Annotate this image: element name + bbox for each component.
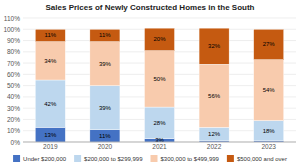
data-label: 39%: [99, 61, 112, 67]
legend-item: Under $200,000: [13, 155, 67, 162]
bar-segment: [90, 29, 120, 41]
legend-swatch: [13, 155, 20, 162]
data-label: 11%: [99, 133, 111, 139]
bar-segment: [144, 51, 174, 107]
legend-label: $500,000 and over: [237, 156, 287, 162]
y-tick-label: 30%: [7, 105, 20, 112]
y-axis: 0% 10% 20% 30% 40% 50% 60% 70% 80% 90% 100% 110%: [3, 15, 20, 146]
data-label: 20%: [153, 36, 166, 42]
bar-segment: [199, 28, 229, 64]
legend-label: Under $200,000: [23, 156, 67, 162]
y-tick-label: 110%: [4, 15, 20, 22]
x-tick-label: 2020: [98, 143, 113, 150]
bar-segment: [35, 127, 65, 142]
chart: Sales Prices of Newly Constructed Homes …: [0, 0, 300, 164]
y-tick-label: 90%: [7, 37, 20, 44]
data-label: 12%: [208, 131, 221, 137]
bar-segment: [35, 80, 65, 127]
legend-swatch: [74, 155, 81, 162]
bar-segment: [35, 42, 65, 80]
x-tick-label: 2022: [207, 143, 222, 150]
data-label: 27%: [263, 41, 276, 47]
bar-segment: [144, 107, 174, 139]
y-tick-label: 10%: [7, 127, 20, 134]
title: Sales Prices of Newly Constructed Homes …: [46, 3, 255, 12]
bar-segment: [254, 60, 284, 121]
grid-line: [23, 18, 296, 19]
data-label: 39%: [99, 105, 112, 111]
data-label: 18%: [263, 128, 276, 134]
y-tick-label: 60%: [7, 71, 20, 78]
y-tick-label: 50%: [7, 82, 20, 89]
data-label: 54%: [263, 87, 276, 93]
data-label: 56%: [208, 93, 221, 99]
data-label: 28%: [153, 120, 166, 126]
data-label: 42%: [44, 101, 57, 107]
data-label: 11%: [99, 32, 111, 38]
data-label: 11%: [45, 32, 57, 38]
x-axis: 2019 2020 2021 2022 2023: [43, 143, 276, 150]
data-label: 50%: [153, 76, 166, 82]
legend-item: $500,000 and over: [227, 155, 287, 162]
y-tick-label: 0%: [11, 139, 21, 146]
x-tick-label: 2021: [152, 143, 167, 150]
legend-swatch: [227, 155, 234, 162]
x-tick-label: 2019: [43, 143, 58, 150]
legend-label: $300,000 to $499,999: [161, 156, 220, 162]
bars: [35, 28, 283, 142]
bar-segment: [199, 64, 229, 127]
data-labels: 13%11%3%42%39%28%12%18%34%39%50%56%54%11…: [44, 32, 275, 143]
data-label: 34%: [44, 58, 57, 64]
y-tick-label: 40%: [7, 93, 20, 100]
y-tick-label: 100%: [3, 26, 20, 33]
legend-label: $200,000 to $299,999: [84, 156, 143, 162]
data-label: 13%: [44, 132, 57, 138]
bar-segment: [144, 28, 174, 51]
bar-segment: [90, 86, 120, 130]
y-tick-label: 80%: [7, 48, 20, 55]
bar-segment: [254, 121, 284, 141]
data-label: 32%: [208, 43, 221, 49]
bar-segment: [90, 130, 120, 142]
legend-swatch: [151, 155, 158, 162]
bar-segment: [90, 42, 120, 86]
legend-item: $200,000 to $299,999: [74, 155, 143, 162]
bar-segment: [35, 29, 65, 41]
grid: [23, 18, 296, 142]
bar-segment: [199, 127, 229, 141]
y-tick-label: 20%: [7, 116, 20, 123]
legend-item: $300,000 to $499,999: [151, 155, 220, 162]
x-tick-label: 2023: [261, 143, 276, 150]
y-tick-label: 70%: [7, 60, 20, 67]
bar-segment: [254, 29, 284, 59]
legend: Under $200,000 $200,000 to $299,999 $300,0…: [13, 155, 287, 162]
